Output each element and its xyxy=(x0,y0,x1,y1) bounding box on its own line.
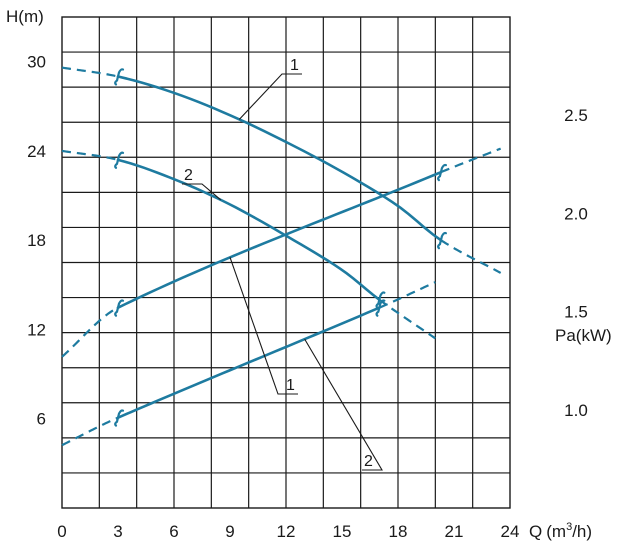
power-tick-label: 1.5 xyxy=(564,303,588,322)
callout-leader xyxy=(304,338,383,471)
series-2-head-dashed-end xyxy=(378,298,436,340)
x-tick-label: 24 xyxy=(501,522,520,541)
series-2-head-line xyxy=(116,158,381,301)
range-start-marker xyxy=(114,151,125,169)
callout-leader xyxy=(229,257,298,395)
head-tick-label: 24 xyxy=(27,142,46,161)
x-tick-label: 3 xyxy=(113,522,122,541)
callout-leader xyxy=(238,73,302,120)
head-tick-label: 18 xyxy=(27,231,46,250)
series-1-head-dashed-end xyxy=(440,239,502,274)
x-tick-label: 12 xyxy=(277,522,296,541)
series-1-power-line xyxy=(116,170,443,309)
series-1-head-line xyxy=(116,75,443,242)
range-start-marker xyxy=(114,299,125,317)
plot-frame xyxy=(61,16,511,509)
labels: H(m) Pa(kW) Q (m3/h) 0 3 6 9 12 15 18 21 24612182… xyxy=(6,7,612,541)
range-end-marker xyxy=(437,163,448,182)
series-2-power-dashed-start xyxy=(61,416,119,447)
series-2-head-dashed-start xyxy=(61,149,119,161)
series-1-power-dashed-end xyxy=(440,147,502,174)
grid xyxy=(61,16,511,509)
x-tick-label: 9 xyxy=(225,522,234,541)
callout-label: 2 xyxy=(364,453,373,470)
range-start-marker xyxy=(114,68,125,86)
power-axis-title: Pa(kW) xyxy=(555,326,612,345)
x-tick-label: 6 xyxy=(169,522,178,541)
range-start-marker xyxy=(114,409,125,427)
head-tick-label: 12 xyxy=(27,320,46,339)
callout-label: 2 xyxy=(184,167,193,184)
range-end-marker xyxy=(437,231,448,250)
head-axis-title: H(m) xyxy=(6,7,44,26)
power-tick-label: 2.0 xyxy=(564,204,588,223)
range-end-marker xyxy=(375,299,386,317)
head-tick-label: 30 xyxy=(27,53,46,72)
series-1-head-dashed-start xyxy=(61,66,119,78)
x-tick-label: 15 xyxy=(333,522,352,541)
callout-leader xyxy=(182,183,222,201)
range-end-marker xyxy=(375,291,386,309)
power-tick-label: 1.0 xyxy=(564,401,588,420)
series-2-power-line xyxy=(116,306,381,419)
series-2-power-dashed-end xyxy=(378,281,436,309)
x-axis-title: Q (m3/h) xyxy=(529,521,592,541)
curves xyxy=(61,66,502,471)
power-tick-label: 2.5 xyxy=(564,106,588,125)
head-tick-label: 6 xyxy=(37,410,46,429)
series-1-power-dashed-start xyxy=(61,306,119,358)
x-tick-label: 21 xyxy=(445,522,464,541)
callout-label: 1 xyxy=(286,377,295,394)
callout-label: 1 xyxy=(290,57,299,74)
x-tick-label: 18 xyxy=(389,522,408,541)
x-tick-label: 0 xyxy=(57,522,66,541)
